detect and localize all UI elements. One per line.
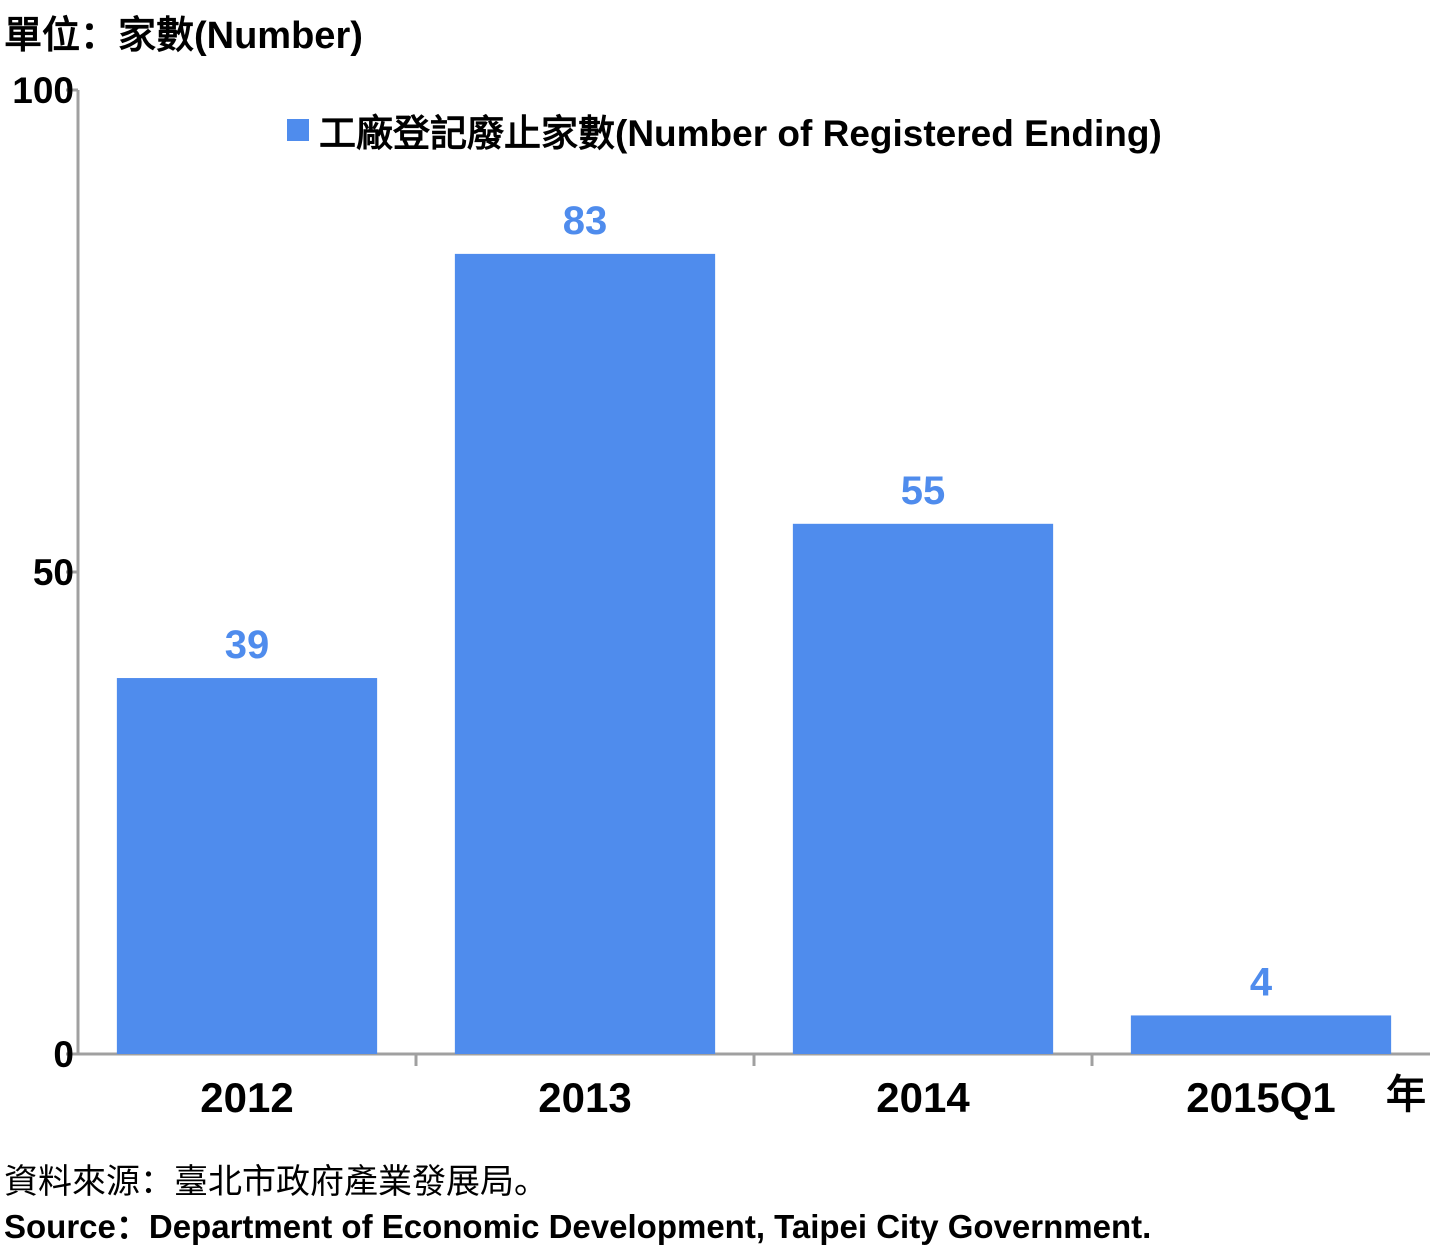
data-label: 55	[901, 469, 946, 513]
data-label: 4	[1250, 960, 1273, 1004]
bars	[116, 253, 1392, 1054]
bar-2014	[792, 523, 1054, 1054]
y-tick-label: 0	[53, 1034, 74, 1075]
bar-2013	[454, 253, 716, 1054]
y-tick-label: 100	[12, 70, 74, 111]
bar-2015Q1	[1130, 1015, 1392, 1054]
legend-label: 工廠登記廢止家數(Number of Registered Ending)	[319, 113, 1162, 154]
unit-label: 單位：家數(Number)	[4, 15, 363, 57]
y-tick-label: 50	[33, 552, 74, 593]
data-label: 39	[225, 623, 270, 667]
x-tick-label: 2014	[876, 1074, 970, 1121]
x-tick-label: 2012	[200, 1074, 293, 1121]
legend: 工廠登記廢止家數(Number of Registered Ending)	[287, 103, 1162, 157]
x-tick-label: 2013	[538, 1074, 631, 1121]
data-labels: 39 83 55 4	[225, 199, 1273, 1005]
source-note-zh: 資料來源：臺北市政府產業發展局。	[4, 1163, 548, 1201]
legend-swatch	[287, 119, 309, 141]
source-note-en: Source：Department of Economic Developmen…	[4, 1208, 1152, 1245]
data-label: 83	[563, 199, 608, 243]
x-axis-suffix: 年	[1386, 1072, 1426, 1118]
x-tick-label: 2015Q1	[1186, 1074, 1335, 1121]
axes: 0 50 100 2012 2013 2014 2015Q1 年	[12, 70, 1430, 1121]
bar-2012	[116, 678, 378, 1054]
